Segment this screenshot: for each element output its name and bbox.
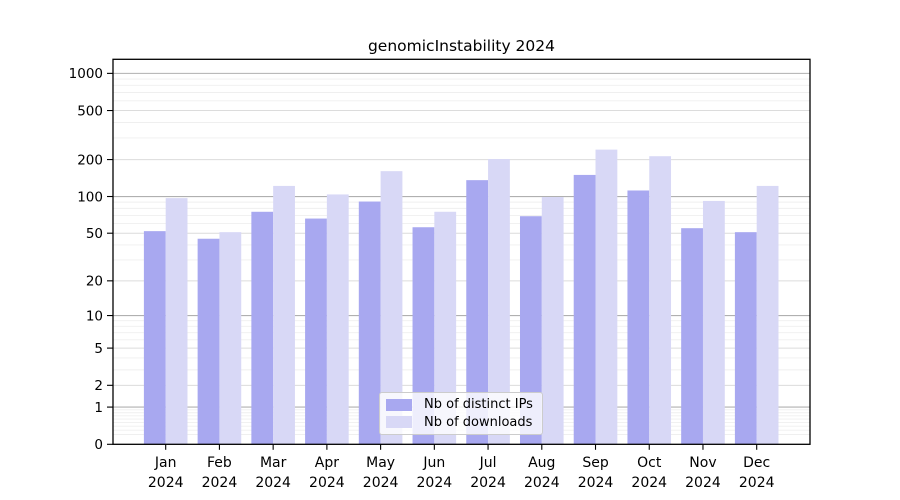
bar-may-downloads (380, 171, 403, 445)
bar-jul-downloads (488, 159, 510, 445)
y-tick-label: 500 (77, 103, 103, 119)
bar-dec-downloads (756, 185, 779, 445)
y-tick-label: 20 (86, 274, 103, 290)
x-tick-label-month: Dec (743, 455, 770, 471)
chart-title: genomicInstability 2024 (367, 37, 556, 55)
bar-sep-downloads (595, 149, 618, 445)
x-tick-label-year: 2024 (578, 475, 614, 491)
x-tick-label-month: Aug (528, 455, 555, 471)
x-tick-label-year: 2024 (417, 475, 453, 491)
bar-feb-distinct-ips (197, 238, 220, 445)
y-tick-label: 5 (94, 341, 103, 357)
bar-mar-downloads (273, 185, 295, 445)
bar-sep-distinct-ips (573, 174, 596, 445)
x-tick-label-year: 2024 (524, 475, 560, 491)
bar-apr-distinct-ips (305, 218, 327, 445)
x-tick-label-month: Apr (315, 455, 339, 471)
legend-swatch-downloads (386, 416, 412, 429)
x-tick-label-year: 2024 (148, 475, 184, 491)
bar-nov-downloads (702, 200, 725, 445)
x-tick-label-month: Sep (582, 455, 609, 471)
legend-item-distinct-ips: Nb of distinct IPs (386, 397, 536, 412)
bar-oct-distinct-ips (627, 190, 650, 445)
x-tick-label-month: Nov (689, 455, 716, 471)
x-tick-label-year: 2024 (363, 475, 399, 491)
bar-jan-distinct-ips (143, 231, 166, 445)
legend-label-distinct-ips: Nb of distinct IPs (424, 397, 533, 413)
y-tick-label: 100 (77, 189, 103, 205)
x-tick-label-month: Oct (637, 455, 662, 471)
bar-feb-downloads (219, 232, 242, 445)
x-tick-label-year: 2024 (631, 475, 667, 491)
legend-swatch-distinct-ips (386, 398, 412, 411)
x-tick-label-year: 2024 (739, 475, 775, 491)
bar-nov-distinct-ips (681, 228, 703, 445)
x-tick-label-month: Jan (154, 455, 177, 471)
x-tick-label-year: 2024 (685, 475, 721, 491)
legend-item-downloads: Nb of downloads (386, 415, 536, 430)
y-tick-label: 1000 (69, 66, 103, 82)
x-tick-label-month: Jul (479, 455, 497, 471)
y-tick-label: 10 (86, 308, 103, 324)
y-tick-label: 50 (86, 226, 103, 242)
bar-oct-downloads (649, 156, 672, 445)
bar-jan-downloads (165, 198, 188, 445)
bar-aug-distinct-ips (519, 216, 542, 445)
y-tick-label: 200 (77, 152, 103, 168)
bar-mar-distinct-ips (251, 211, 274, 445)
plot-border (112, 58, 811, 445)
bar-may-distinct-ips (358, 201, 381, 445)
x-tick-label-month: Mar (260, 455, 287, 471)
legend-label-downloads: Nb of downloads (424, 414, 533, 430)
bar-apr-downloads (326, 194, 349, 445)
x-tick-label-month: Feb (207, 455, 232, 471)
bar-jul-distinct-ips (466, 180, 489, 445)
bar-aug-downloads (541, 197, 564, 445)
x-tick-label-year: 2024 (309, 475, 345, 491)
x-tick-label-year: 2024 (202, 475, 238, 491)
legend: Nb of distinct IPs Nb of downloads (379, 392, 543, 435)
x-tick-label-month: May (366, 455, 395, 471)
y-tick-label: 0 (94, 437, 103, 453)
y-tick-label: 2 (94, 378, 103, 394)
bar-jun-downloads (434, 211, 457, 445)
bar-dec-distinct-ips (734, 232, 757, 445)
y-tick-label: 1 (94, 400, 103, 416)
bar-jun-distinct-ips (412, 227, 435, 445)
x-tick-label-month: Jun (422, 455, 445, 471)
x-tick-label-year: 2024 (470, 475, 506, 491)
x-tick-label-year: 2024 (255, 475, 291, 491)
